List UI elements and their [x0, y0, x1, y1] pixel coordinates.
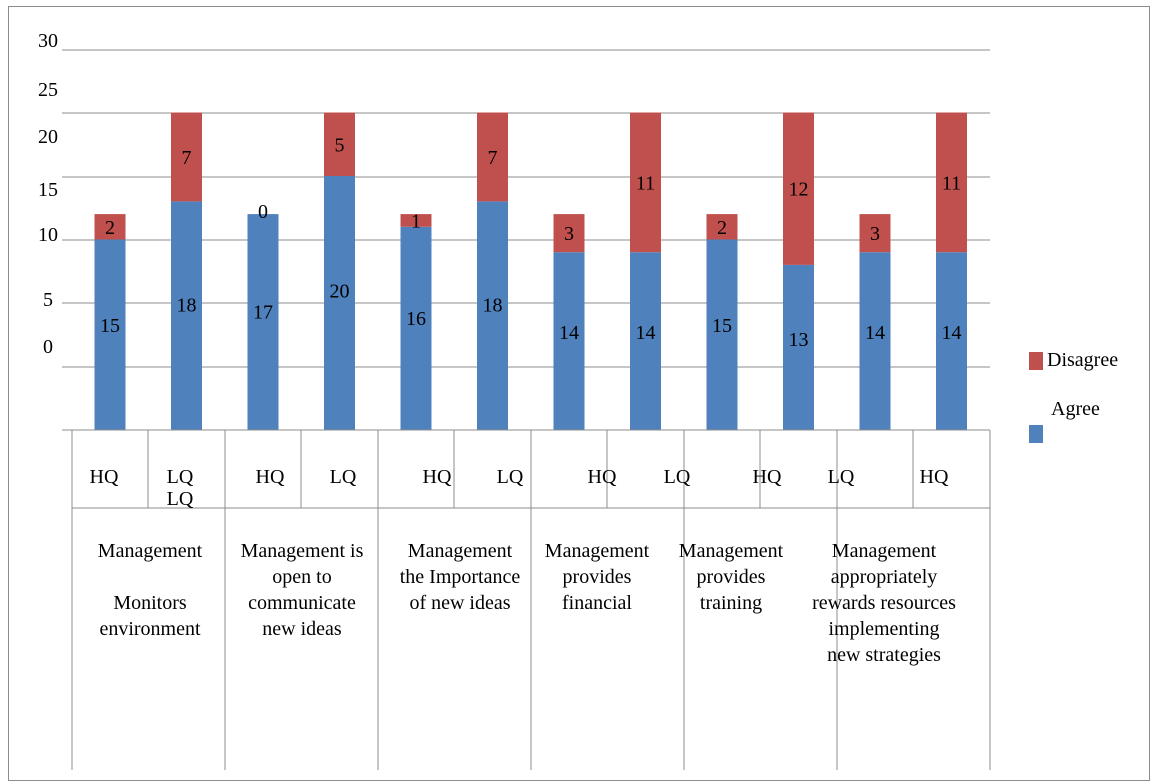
group-label: Management the Importance of new ideas [400, 540, 521, 614]
y-tick-label: 15 [38, 179, 58, 201]
bar-agree [171, 201, 202, 430]
bar-disagree [94, 214, 126, 240]
bar-agree [247, 214, 279, 430]
data-label-agree: 18 [177, 294, 197, 316]
bar-agree [859, 252, 891, 430]
bar-agree [936, 252, 967, 430]
group-label: Management Monitors environment [98, 540, 203, 640]
category-axis [62, 429, 991, 770]
category-label: LQ [330, 466, 357, 488]
category-labels: HQ LQ LQ HQ LQ HQ LQ HQ LQ HQ LQ HQ [90, 466, 949, 510]
category-label: LQ LQ [167, 466, 194, 510]
legend-label-disagree: Disagree [1047, 349, 1118, 371]
data-label-disagree: 2 [717, 217, 727, 239]
data-label-disagree: 12 [789, 179, 809, 201]
bar-agree [324, 176, 355, 430]
y-tick-label: 5 [43, 289, 53, 311]
data-label-agree: 16 [406, 308, 426, 330]
group-label: Management is open to communicate new ideas [241, 540, 364, 640]
bar-agree [553, 252, 585, 430]
legend-swatch-agree [1029, 425, 1043, 443]
data-labels: 15 2 18 7 17 0 20 5 16 1 18 7 14 3 14 11 15 2 13 12 14 3 14 11 [100, 134, 962, 351]
data-label-agree: 14 [636, 322, 656, 344]
bar-agree [706, 239, 738, 430]
data-label-agree: 14 [865, 322, 885, 344]
data-label-agree: 15 [100, 315, 120, 337]
y-tick-label: 10 [38, 224, 58, 246]
bar-agree [783, 264, 814, 430]
category-label: HQ [920, 466, 949, 488]
group-label: Management appropriately rewards resources… [812, 540, 956, 666]
bar-disagree [400, 214, 432, 227]
data-label-agree: 13 [789, 329, 809, 351]
chart-frame [8, 6, 1150, 781]
data-label-disagree: 11 [942, 172, 961, 194]
y-tick-label: 30 [38, 30, 58, 52]
bar-disagree [171, 112, 202, 202]
bar-disagree [936, 112, 967, 253]
data-label-agree: 14 [942, 322, 962, 344]
data-label-agree: 15 [712, 315, 732, 337]
group-label: Management provides financial [545, 540, 650, 614]
bar-disagree [324, 112, 355, 176]
bar-disagree [706, 214, 738, 240]
bar-disagree [553, 214, 585, 253]
data-label-disagree: 0 [258, 201, 268, 223]
data-label-agree: 17 [253, 301, 273, 323]
data-label-disagree: 5 [335, 134, 345, 156]
legend: Disagree Agree [1029, 349, 1118, 443]
data-label-agree: 14 [559, 322, 579, 344]
category-label: LQ [664, 466, 691, 488]
data-label-agree: 20 [330, 280, 350, 302]
y-tick-label: 25 [38, 79, 58, 101]
bar-disagree [783, 112, 814, 265]
category-label: HQ [423, 466, 452, 488]
y-tick-label: 20 [38, 126, 58, 148]
bar-disagree [630, 112, 661, 253]
bar-agree [400, 226, 432, 430]
category-label: HQ [588, 466, 617, 488]
y-tick-label: 0 [43, 336, 53, 358]
category-label: HQ [256, 466, 285, 488]
group-labels: Management Monitors environment Management… [98, 540, 956, 666]
gridlines [62, 49, 990, 368]
data-label-disagree: 2 [105, 217, 115, 239]
bar-disagree [859, 214, 891, 253]
data-label-disagree: 1 [411, 210, 421, 232]
bars [94, 112, 967, 430]
category-label: LQ [497, 466, 524, 488]
category-label: LQ [828, 466, 855, 488]
group-label: Management provides training [679, 540, 784, 614]
bar-agree [630, 252, 661, 430]
category-label: HQ [90, 466, 119, 488]
data-label-disagree: 3 [870, 223, 880, 245]
legend-label-agree: Agree [1051, 398, 1100, 420]
y-axis-tick-labels: 30 25 20 15 10 5 0 [38, 30, 58, 358]
bar-agree [477, 201, 508, 430]
data-label-agree: 18 [483, 294, 503, 316]
data-label-disagree: 11 [636, 172, 655, 194]
data-label-disagree: 7 [182, 147, 192, 169]
bar-disagree [477, 112, 508, 202]
category-label: HQ [753, 466, 782, 488]
legend-swatch-disagree [1029, 352, 1043, 370]
bar-agree [94, 239, 126, 430]
data-label-disagree: 7 [488, 147, 498, 169]
data-label-disagree: 3 [564, 223, 574, 245]
